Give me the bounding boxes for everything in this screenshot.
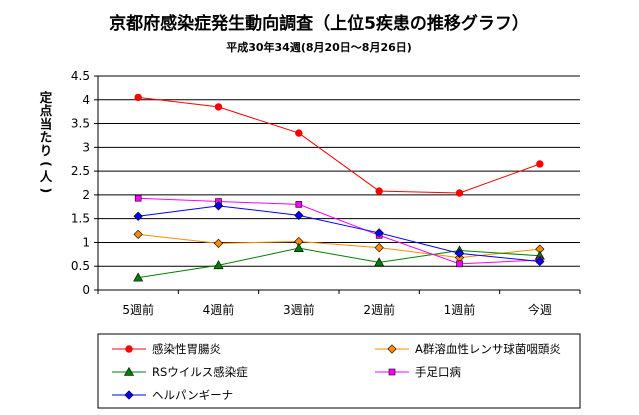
series-1 (134, 93, 544, 197)
plot-area: 0 0.5 1 1.5 2 2.5 3 3.5 4 4.5 5週前 4週前 3週前 2週前 1週前 今週 (71, 69, 581, 317)
data-point (536, 160, 544, 168)
data-point (213, 260, 224, 270)
series-line (138, 233, 540, 259)
y-tick-label: 4 (82, 93, 90, 107)
chart-title: 京都府感染症発生動向調査（上位5疾患の推移グラフ） (109, 13, 529, 34)
legend-item: RSウイルス感染症 (112, 365, 248, 379)
data-point (133, 229, 143, 239)
data-point (133, 211, 143, 221)
y-tick-label: 1 (82, 235, 90, 249)
series-line (138, 96, 541, 194)
series-line (138, 247, 540, 279)
chart-subtitle: 平成30年34週(8月20日～8月26日) (226, 40, 412, 54)
legend-label: RSウイルス感染症 (152, 365, 248, 379)
y-axis-label-char: ) (39, 188, 54, 194)
y-tick-label: 2.5 (71, 164, 90, 178)
x-tick-label: 1週前 (444, 302, 476, 317)
data-point (455, 189, 464, 197)
y-tick-label: 0.5 (71, 259, 90, 273)
data-point (454, 248, 465, 259)
legend-item: 感染性胃腸炎 (112, 342, 221, 356)
legend-box (97, 333, 581, 409)
x-tick-label: 2週前 (363, 302, 395, 317)
x-tick-label: 4週前 (203, 302, 235, 317)
data-point (295, 201, 303, 208)
y-axis-label-char: 当 (40, 116, 53, 131)
series-2 (133, 229, 545, 263)
data-point (133, 272, 144, 282)
legend-label: ヘルパンギーナ (152, 388, 233, 402)
x-tick-label: 今週 (528, 302, 552, 317)
y-tick-label: 3 (82, 140, 90, 154)
data-point (535, 256, 545, 267)
y-tick-label: 3.5 (71, 117, 90, 131)
legend-item: 手足口病 (375, 365, 461, 379)
legend-label: 手足口病 (415, 365, 461, 379)
y-axis-label-char: た (40, 130, 53, 145)
data-point (374, 228, 384, 238)
legend-label: 感染性胃腸炎 (152, 342, 221, 356)
data-point (293, 243, 304, 252)
y-tick-label: 4.5 (71, 69, 90, 83)
y-axis-label-char: 人 (40, 169, 53, 184)
series-line (138, 197, 540, 265)
x-tick-label: 5週前 (122, 302, 154, 317)
legend-item: ヘルパンギーナ (112, 388, 233, 402)
y-axis-label-char: 定 (39, 90, 53, 105)
data-point (374, 257, 385, 267)
series-5 (133, 201, 545, 267)
legend-swatch-marker (124, 390, 134, 400)
series-3 (133, 243, 545, 282)
legend-swatch-marker (387, 344, 397, 354)
y-tick-label: 2 (82, 188, 90, 202)
series-line (138, 205, 540, 262)
y-axis-label-char: ( (39, 161, 54, 167)
legend-item: A群溶血性レンサ球菌咽頭炎 (375, 342, 561, 356)
data-point (374, 243, 384, 253)
data-point (213, 238, 224, 249)
data-point (294, 210, 304, 220)
legend-swatch-marker (125, 345, 133, 353)
y-tick-label: 1.5 (71, 212, 90, 226)
data-point (213, 201, 224, 211)
data-point (295, 129, 303, 137)
data-point (134, 194, 142, 202)
legend-swatch-marker (388, 368, 396, 376)
y-axis-label-char: り (40, 143, 53, 158)
x-tick-label: 3週前 (283, 302, 315, 317)
legend-swatch-marker (123, 366, 135, 376)
legend-label: A群溶血性レンサ球菌咽頭炎 (415, 342, 561, 356)
data-point (134, 93, 142, 102)
y-axis-label-char: 点 (40, 103, 53, 118)
data-point (214, 103, 223, 111)
data-point (375, 187, 383, 195)
data-point (456, 260, 463, 268)
y-tick-label: 0 (82, 283, 90, 297)
